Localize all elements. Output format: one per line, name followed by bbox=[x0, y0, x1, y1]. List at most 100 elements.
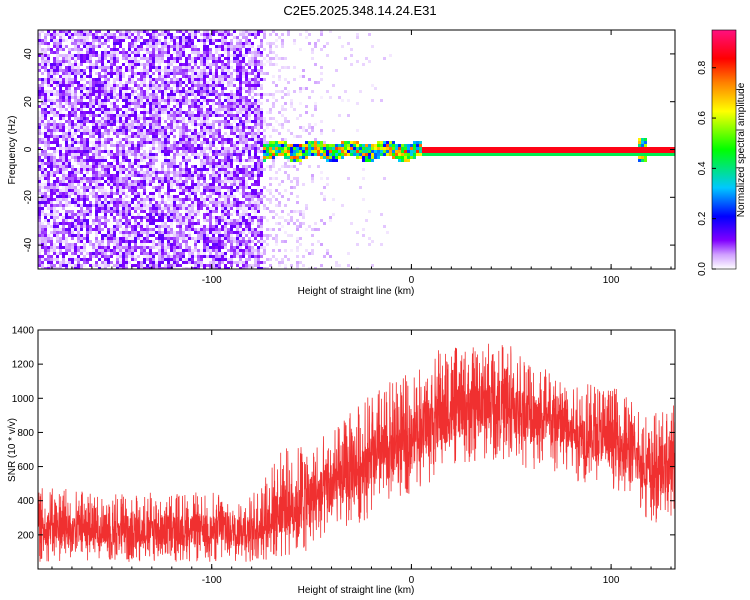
spectrogram-cell bbox=[80, 240, 83, 243]
spectrogram-cell bbox=[50, 243, 53, 246]
spectrogram-cell bbox=[173, 240, 176, 243]
spectrogram-cell bbox=[86, 117, 89, 120]
spectrogram-cell bbox=[182, 111, 185, 114]
spectrogram-cell bbox=[200, 231, 203, 234]
spectrogram-cell bbox=[86, 258, 89, 261]
spectrogram-cell bbox=[167, 123, 170, 126]
spectrogram-cell bbox=[41, 141, 44, 144]
spectrogram-cell bbox=[239, 96, 242, 99]
spectrogram-cell bbox=[278, 69, 281, 72]
spectrogram-cell bbox=[77, 201, 80, 204]
spectrogram-cell bbox=[59, 87, 62, 90]
spectrogram-cell bbox=[146, 171, 149, 174]
spectrogram-cell bbox=[158, 171, 161, 174]
spectrogram-cell bbox=[167, 237, 170, 240]
spectrogram-cell bbox=[251, 192, 254, 195]
spectrogram-cell bbox=[104, 102, 107, 105]
spectrogram-cell bbox=[197, 90, 200, 93]
spectrogram-cell bbox=[161, 135, 164, 138]
spectrogram-cell bbox=[131, 240, 134, 243]
spectrogram-cell bbox=[44, 93, 47, 96]
spectrogram-cell bbox=[155, 225, 158, 228]
spectrogram-cell bbox=[98, 126, 101, 129]
spectrogram-cell bbox=[59, 96, 62, 99]
spectrogram-cell bbox=[71, 102, 74, 105]
spectrogram-cell bbox=[230, 117, 233, 120]
spectrogram-cell bbox=[179, 129, 182, 132]
spectrogram-cell bbox=[113, 48, 116, 51]
spectrogram-cell bbox=[65, 180, 68, 183]
spectrogram-cell bbox=[80, 123, 83, 126]
spectrogram-cell bbox=[38, 156, 41, 159]
spectrogram-cell bbox=[101, 174, 104, 177]
spectrogram-cell bbox=[200, 126, 203, 129]
spectrogram-cell bbox=[230, 33, 233, 36]
spectrogram-cell bbox=[146, 30, 149, 33]
spectrogram-cell bbox=[254, 243, 257, 246]
spectrogram-cell bbox=[179, 111, 182, 114]
spectrogram-cell bbox=[50, 258, 53, 261]
spectrogram-cell bbox=[188, 78, 191, 81]
spectrogram-cell bbox=[98, 54, 101, 57]
spectrogram-cell bbox=[68, 75, 71, 78]
spectrogram-cell bbox=[95, 261, 98, 264]
spectrogram-cell bbox=[149, 267, 152, 269]
spectrogram-cell bbox=[200, 99, 203, 102]
spectrogram-cell bbox=[209, 54, 212, 57]
spectrogram-cell bbox=[185, 69, 188, 72]
spectrogram-cell bbox=[233, 51, 236, 54]
spectrogram-cell bbox=[161, 180, 164, 183]
spectrogram-cell bbox=[272, 249, 275, 252]
spectrogram-cell bbox=[218, 219, 221, 222]
spectrogram-cell bbox=[203, 84, 206, 87]
spectrogram-cell bbox=[191, 66, 194, 69]
spectrogram-cell bbox=[218, 108, 221, 111]
spectrogram-cell bbox=[89, 78, 92, 81]
spectrogram-cell bbox=[236, 183, 239, 186]
spectrogram-cell bbox=[182, 240, 185, 243]
spectrogram-cell bbox=[83, 132, 86, 135]
spectrogram-cell bbox=[122, 216, 125, 219]
spectrogram-cell bbox=[83, 210, 86, 213]
spectrogram-cell bbox=[212, 228, 215, 231]
spectrogram-cell bbox=[254, 54, 257, 57]
spectrogram-cell bbox=[164, 138, 167, 141]
spectrogram-cell bbox=[83, 204, 86, 207]
spectrogram-cell bbox=[227, 117, 230, 120]
spectrogram-cell bbox=[254, 210, 257, 213]
spectrogram-cell bbox=[206, 198, 209, 201]
spectrogram-cell bbox=[212, 249, 215, 252]
spectrogram-cell bbox=[77, 69, 80, 72]
spectrogram-cell bbox=[68, 126, 71, 129]
spectrogram-cell bbox=[185, 174, 188, 177]
spectrogram-cell bbox=[224, 105, 227, 108]
spectrogram-cell bbox=[68, 36, 71, 39]
spectrogram-cell bbox=[266, 219, 269, 222]
spectrogram-cell bbox=[218, 264, 221, 267]
spectrogram-cell bbox=[110, 33, 113, 36]
spectrogram-cell bbox=[107, 246, 110, 249]
spectrogram-cell bbox=[146, 216, 149, 219]
spectrogram-cell bbox=[233, 144, 236, 147]
spectrogram-cell bbox=[116, 222, 119, 225]
spectrogram-cell bbox=[176, 231, 179, 234]
spectrogram-cell bbox=[86, 171, 89, 174]
spectrogram-cell bbox=[239, 153, 242, 156]
spectrogram-cell bbox=[104, 69, 107, 72]
spectrogram-cell bbox=[119, 225, 122, 228]
spectrogram-cell bbox=[125, 96, 128, 99]
spectrogram-cell bbox=[122, 123, 125, 126]
spectrogram-cell bbox=[257, 135, 260, 138]
spectrogram-cell bbox=[176, 237, 179, 240]
spectrogram-cell bbox=[188, 33, 191, 36]
spectrogram-cell bbox=[239, 243, 242, 246]
spectrogram-cell bbox=[257, 81, 260, 84]
spectrogram-cell bbox=[248, 126, 251, 129]
spectrogram-cell bbox=[137, 159, 140, 162]
spectrogram-cell bbox=[251, 126, 254, 129]
spectrogram-cell bbox=[68, 66, 71, 69]
spectrogram-cell bbox=[257, 45, 260, 48]
spectrogram-cell bbox=[83, 102, 86, 105]
spectrogram-cell bbox=[110, 36, 113, 39]
spectrogram-cell bbox=[191, 180, 194, 183]
